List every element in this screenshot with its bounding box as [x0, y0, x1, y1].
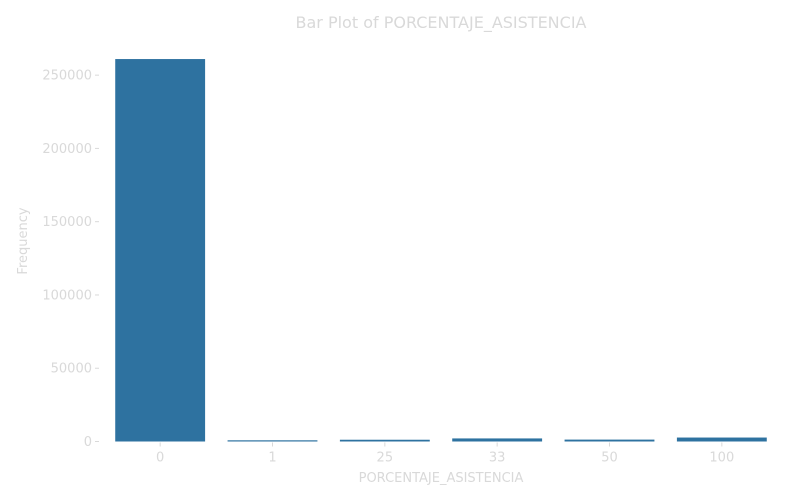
y-tick-label: 0 [84, 435, 92, 450]
y-tick-label: 100000 [42, 288, 92, 303]
y-axis-label: Frequency [16, 207, 31, 274]
x-tick-label: 25 [377, 451, 394, 466]
x-axis-label: PORCENTAJE_ASISTENCIA [359, 471, 524, 486]
chart-title: Bar Plot of PORCENTAJE_ASISTENCIA [296, 13, 587, 33]
x-tick-label: 50 [601, 451, 618, 466]
bar [227, 440, 318, 442]
y-tick-label: 150000 [42, 215, 92, 230]
y-tick-label: 250000 [42, 69, 92, 84]
x-tick-label: 100 [709, 451, 734, 466]
bar [676, 437, 767, 442]
bar [339, 439, 430, 442]
bar [115, 59, 206, 442]
bar [452, 438, 543, 442]
y-tick-label: 200000 [42, 142, 92, 157]
x-tick-label: 1 [268, 451, 276, 466]
x-tick-label: 33 [489, 451, 506, 466]
bar [564, 439, 655, 442]
plot-area: 0 50000 100000 150000 200000 250000 0 1 25 33 50 10… [42, 59, 767, 466]
y-tick-label: 50000 [51, 362, 92, 377]
x-tick-label: 0 [156, 451, 164, 466]
